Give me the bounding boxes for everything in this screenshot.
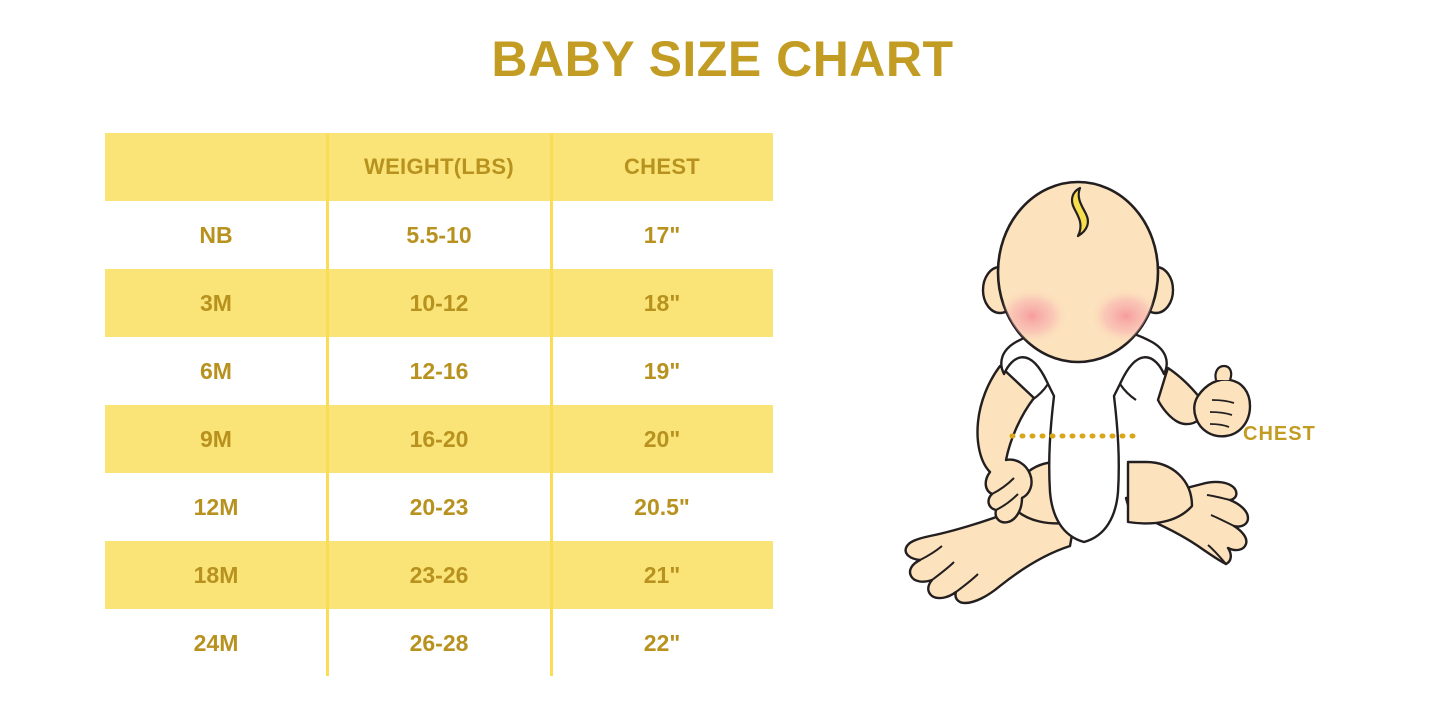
cell-chest: 22" — [551, 609, 773, 677]
baby-size-table: WEIGHT(LBS) CHEST NB 5.5-10 17" 3M 10-12… — [105, 133, 773, 677]
table-row: 9M 16-20 20" — [105, 405, 773, 473]
baby-left-leg — [904, 508, 1078, 605]
cell-weight: 16-20 — [327, 405, 551, 473]
cell-size: 24M — [105, 609, 327, 677]
baby-right-cheek-blush — [1090, 288, 1158, 344]
cell-size: 6M — [105, 337, 327, 405]
cell-size: NB — [105, 201, 327, 269]
table-column-divider-2 — [550, 133, 553, 676]
table-row: 3M 10-12 18" — [105, 269, 773, 337]
cell-chest: 19" — [551, 337, 773, 405]
table-row: NB 5.5-10 17" — [105, 201, 773, 269]
table-row: 18M 23-26 21" — [105, 541, 773, 609]
cell-weight: 5.5-10 — [327, 201, 551, 269]
page-title: BABY SIZE CHART — [491, 31, 954, 87]
cell-chest: 17" — [551, 201, 773, 269]
cell-weight: 10-12 — [327, 269, 551, 337]
table-row: 24M 26-28 22" — [105, 609, 773, 677]
chest-measurement-label: CHEST — [1243, 423, 1316, 445]
cell-chest: 20.5" — [551, 473, 773, 541]
cell-chest: 20" — [551, 405, 773, 473]
cell-size: 3M — [105, 269, 327, 337]
table-row: 6M 12-16 19" — [105, 337, 773, 405]
table-row: 12M 20-23 20.5" — [105, 473, 773, 541]
baby-hair-curl — [1070, 186, 1089, 238]
cell-weight: 26-28 — [327, 609, 551, 677]
column-header-weight: WEIGHT(LBS) — [327, 133, 551, 201]
cell-size: 18M — [105, 541, 327, 609]
baby-left-arm — [976, 364, 1036, 524]
cell-weight: 23-26 — [327, 541, 551, 609]
table-header-row: WEIGHT(LBS) CHEST — [105, 133, 773, 201]
column-header-chest: CHEST — [551, 133, 773, 201]
cell-size: 9M — [105, 405, 327, 473]
baby-illustration — [880, 150, 1300, 610]
cell-chest: 21" — [551, 541, 773, 609]
cell-size: 12M — [105, 473, 327, 541]
column-header-size — [105, 133, 327, 201]
cell-weight: 12-16 — [327, 337, 551, 405]
cell-chest: 18" — [551, 269, 773, 337]
cell-weight: 20-23 — [327, 473, 551, 541]
baby-right-arm — [1156, 364, 1252, 438]
table-column-divider-1 — [326, 133, 329, 676]
baby-fist — [1193, 378, 1252, 438]
baby-right-thigh — [1126, 460, 1194, 525]
